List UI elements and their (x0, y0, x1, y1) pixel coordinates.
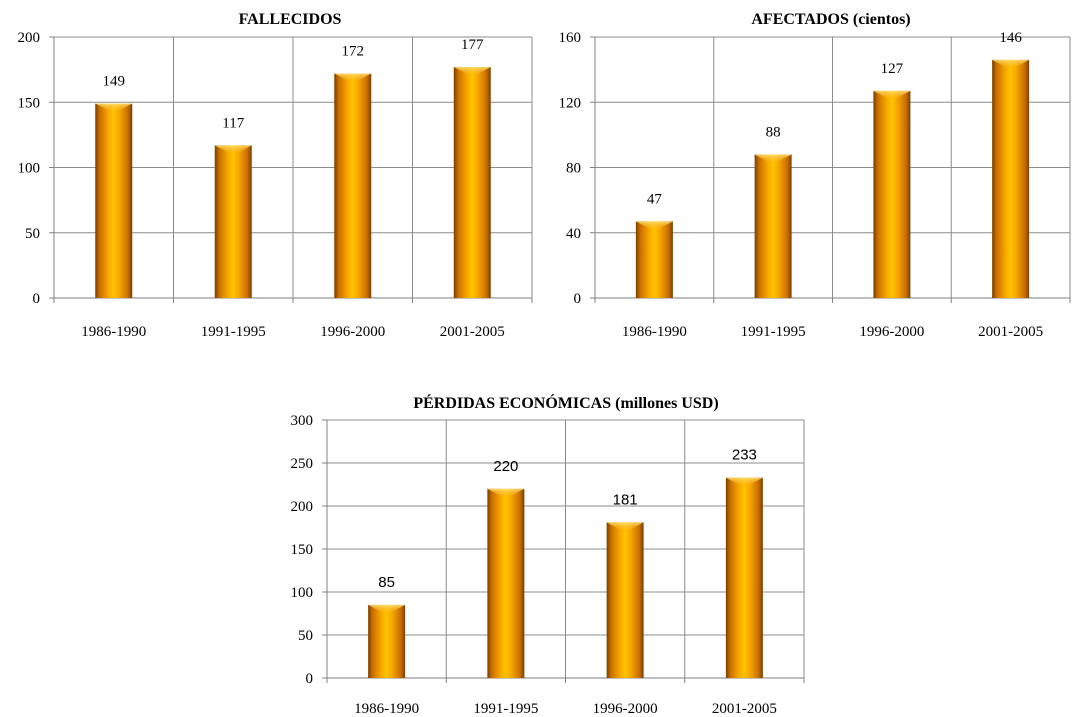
perdidas-y-tick-label: 200 (291, 499, 314, 515)
perdidas-bar-highlight-3 (606, 522, 644, 533)
fallecidos-category-label-1: 1986-1990 (81, 324, 146, 340)
afectados-category-label-3: 1996-2000 (859, 324, 924, 340)
fallecidos-bar-highlight-1 (95, 103, 133, 114)
fallecidos-data-label-3: 172 (342, 44, 365, 60)
afectados-bar-highlight-1 (635, 221, 673, 232)
afectados-bar-highlight-2 (754, 154, 792, 165)
afectados-bar-1 (635, 221, 673, 298)
perdidas-y-tick-label: 50 (298, 628, 313, 644)
afectados-data-label-1: 47 (647, 191, 663, 207)
perdidas-chart: PÉRDIDAS ECONÓMICAS (millones USD) 0 50 100… (291, 393, 805, 717)
afectados-y-tick-label: 80 (566, 161, 581, 177)
perdidas-bar-4 (725, 477, 763, 678)
afectados-y-tick-label: 120 (559, 95, 582, 111)
perdidas-bar-3 (606, 522, 644, 678)
perdidas-chart-title: PÉRDIDAS ECONÓMICAS (millones USD) (413, 393, 718, 412)
afectados-data-label-2: 88 (766, 124, 781, 140)
perdidas-y-tick-label: 300 (291, 413, 314, 429)
fallecidos-data-label-2: 117 (222, 115, 244, 131)
perdidas-bar-highlight-2 (487, 488, 525, 499)
perdidas-bar-highlight-1 (368, 604, 406, 615)
perdidas-bar-2 (487, 488, 525, 678)
fallecidos-category-label-2: 1991-1995 (201, 324, 266, 340)
afectados-bar-2 (754, 154, 792, 298)
afectados-category-label-2: 1991-1995 (741, 324, 806, 340)
perdidas-category-label-4: 2001-2005 (712, 701, 777, 717)
afectados-category-label-1: 1986-1990 (622, 324, 687, 340)
fallecidos-bar-2 (214, 145, 252, 298)
perdidas-data-label-2: 220 (493, 458, 518, 475)
fallecidos-category-label-3: 1996-2000 (320, 324, 385, 340)
perdidas-y-tick-label: 0 (306, 671, 314, 687)
perdidas-category-label-1: 1986-1990 (354, 701, 419, 717)
fallecidos-chart: FALLECIDOS 0 50 100 150 200 149 1986-1990 117 199… (18, 11, 533, 340)
afectados-chart: AFECTADOS (cientos) 0 40 80 120 160 47 1986-199… (559, 11, 1071, 340)
fallecidos-bar-highlight-3 (334, 73, 372, 84)
fallecidos-bar-highlight-2 (214, 145, 252, 156)
perdidas-y-tick-label: 150 (291, 542, 314, 558)
fallecidos-y-tick-label: 50 (25, 226, 40, 242)
afectados-bar-highlight-4 (992, 59, 1030, 70)
afectados-category-label-4: 2001-2005 (978, 324, 1043, 340)
afectados-bar-highlight-3 (873, 90, 911, 101)
fallecidos-bar-highlight-4 (453, 67, 491, 78)
fallecidos-bar-3 (334, 73, 372, 298)
perdidas-category-label-3: 1996-2000 (593, 701, 658, 717)
perdidas-bar-1 (368, 604, 406, 678)
perdidas-y-tick-label: 100 (291, 585, 314, 601)
fallecidos-bar-1 (95, 103, 133, 299)
perdidas-bar-highlight-4 (725, 477, 763, 488)
perdidas-data-label-1: 85 (378, 574, 395, 591)
fallecidos-data-label-1: 149 (103, 74, 126, 90)
perdidas-data-label-4: 233 (732, 447, 757, 464)
afectados-y-tick-label: 0 (574, 291, 582, 307)
fallecidos-data-label-4: 177 (461, 37, 484, 53)
fallecidos-y-tick-label: 200 (18, 30, 41, 46)
afectados-bar-3 (873, 90, 911, 298)
fallecidos-chart-title: FALLECIDOS (239, 11, 342, 28)
afectados-y-tick-label: 160 (559, 30, 582, 46)
perdidas-data-label-3: 181 (613, 491, 638, 508)
perdidas-category-label-2: 1991-1995 (473, 701, 538, 717)
afectados-data-label-4: 146 (999, 30, 1022, 46)
fallecidos-y-tick-label: 150 (18, 95, 41, 111)
afectados-chart-title: AFECTADOS (cientos) (751, 11, 910, 28)
fallecidos-bar-4 (453, 67, 491, 298)
fallecidos-y-tick-label: 0 (33, 291, 41, 307)
afectados-data-label-3: 127 (881, 61, 904, 77)
perdidas-y-tick-label: 250 (291, 456, 314, 472)
afectados-bar-4 (992, 59, 1030, 299)
afectados-y-tick-label: 40 (566, 226, 581, 242)
fallecidos-y-tick-label: 100 (18, 161, 41, 177)
fallecidos-category-label-4: 2001-2005 (440, 324, 505, 340)
